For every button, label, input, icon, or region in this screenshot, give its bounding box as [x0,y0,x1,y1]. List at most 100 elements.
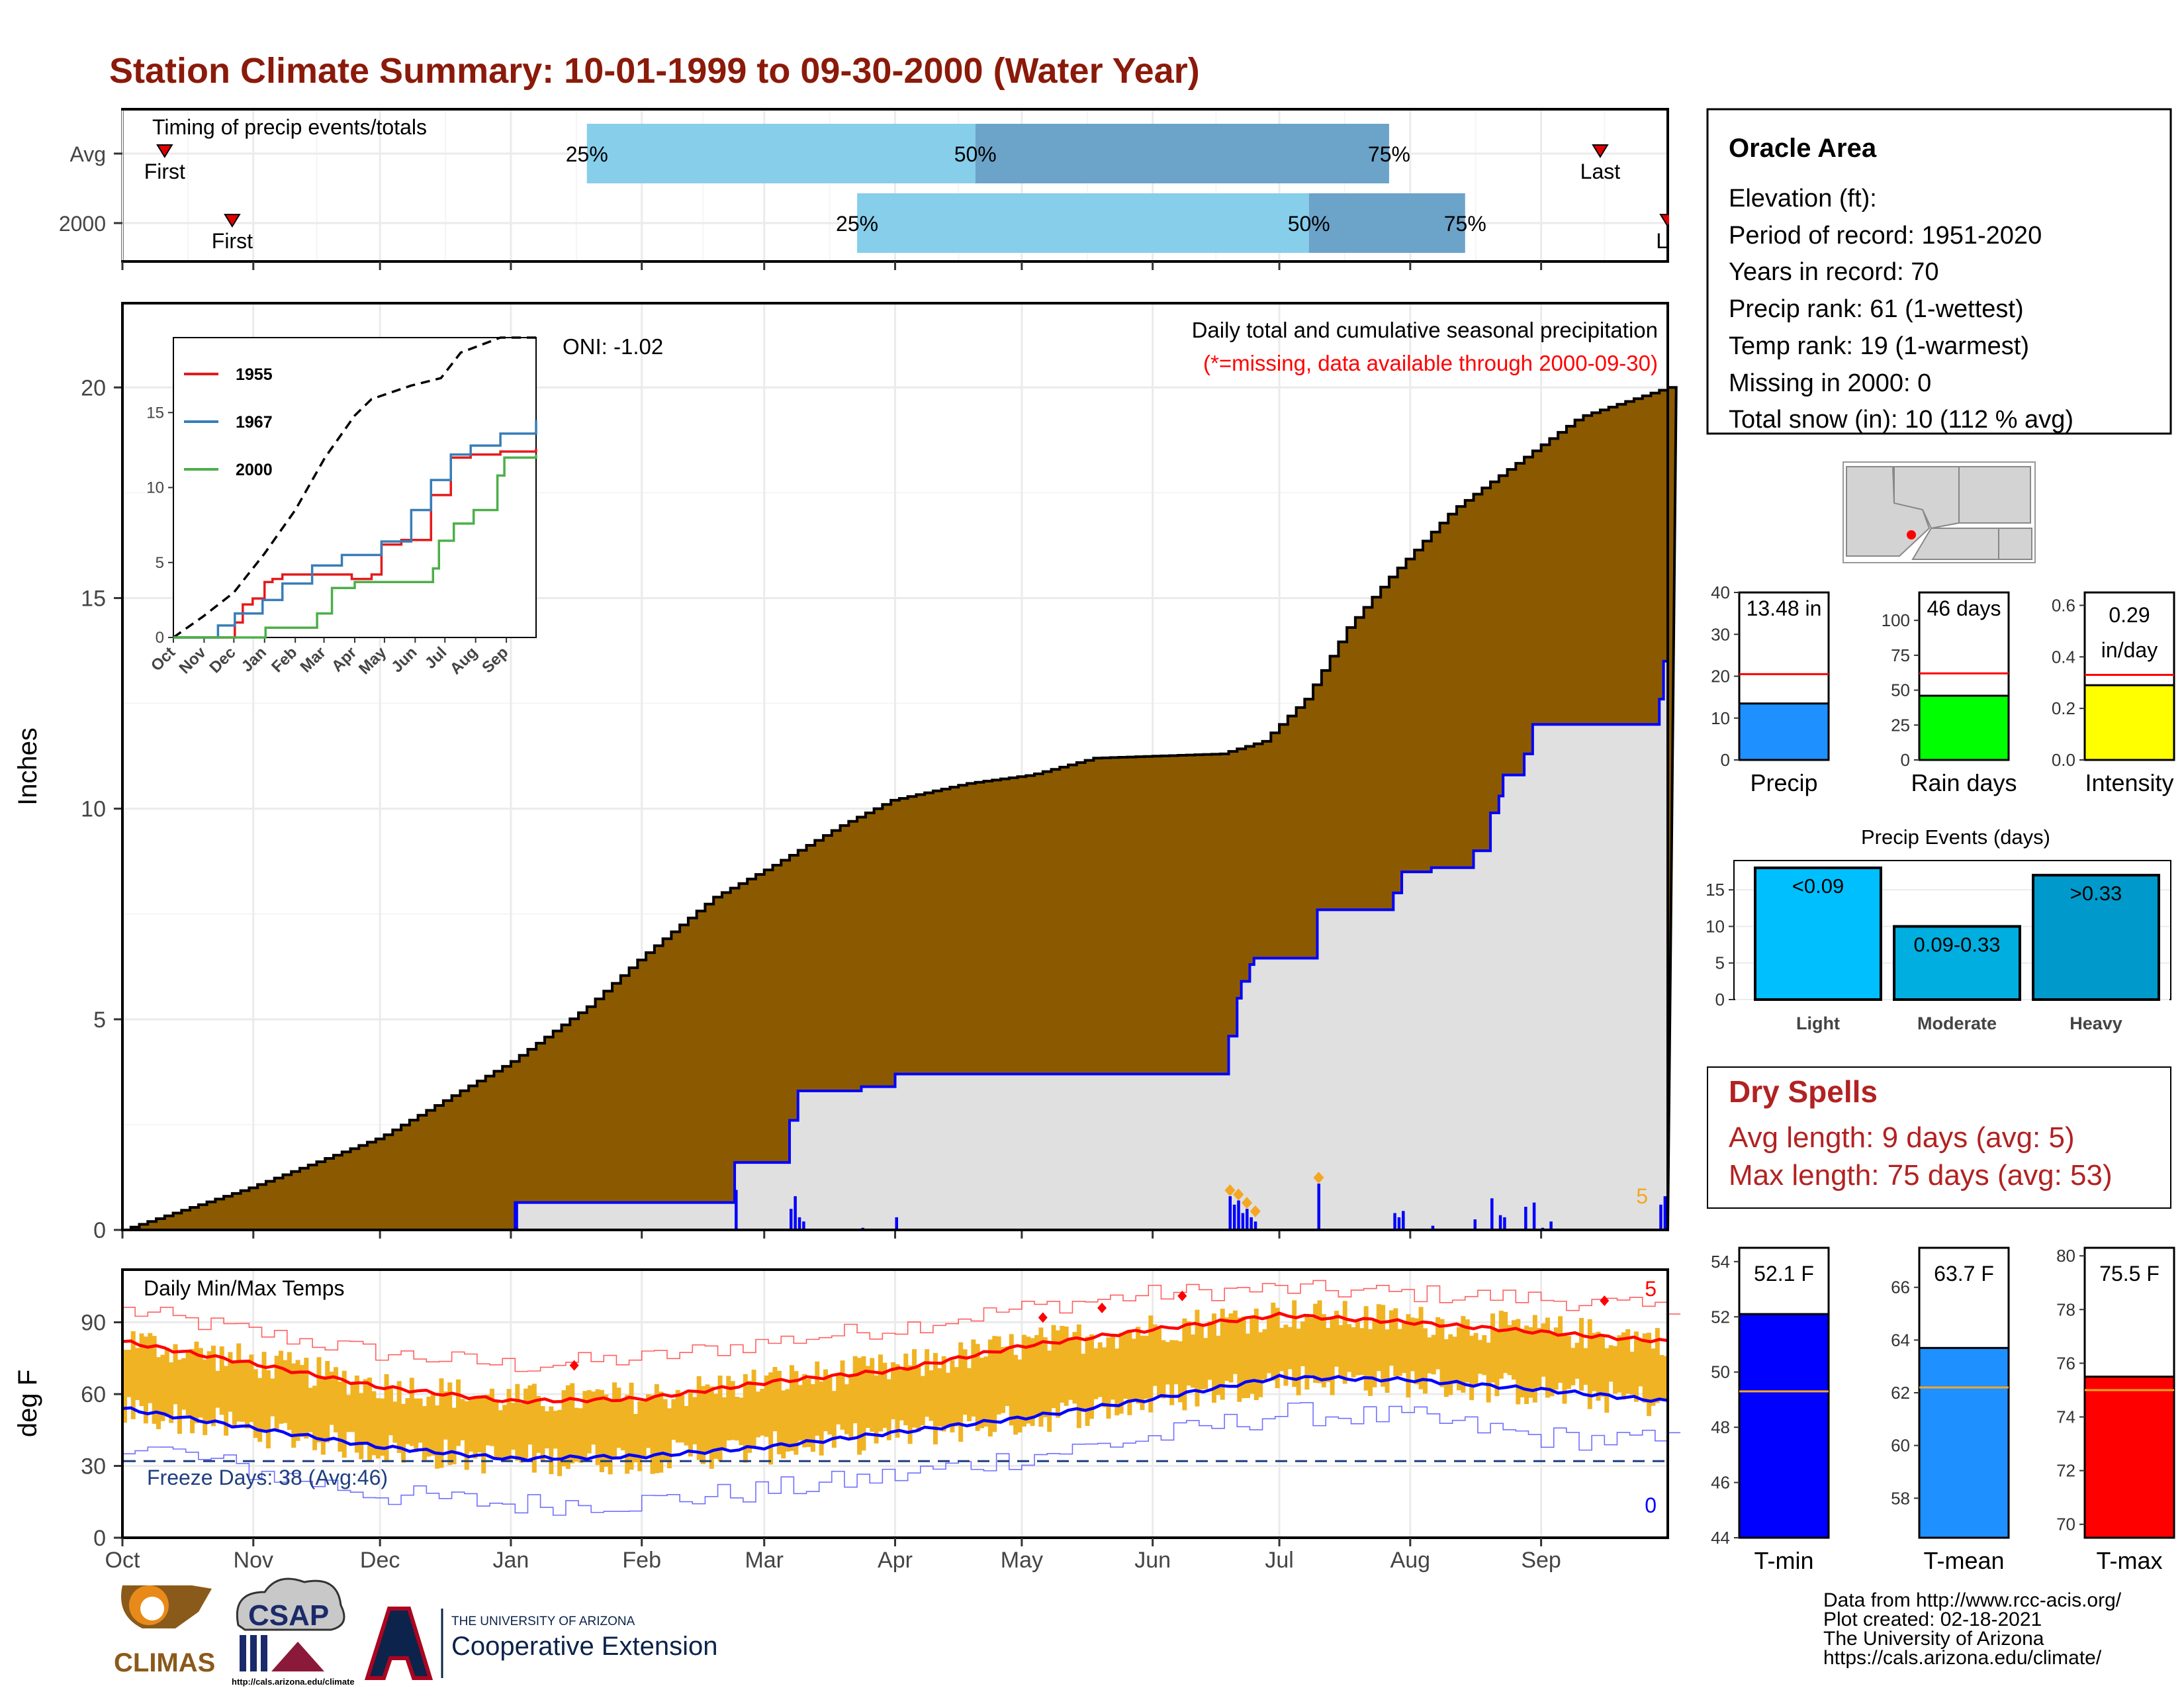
daily-temp-bar [1089,1334,1094,1419]
daily-temp-bar [224,1366,229,1436]
daily-temp-bar [1191,1335,1196,1388]
daily-temp-bar [916,1366,921,1432]
daily-temp-bar [1283,1325,1289,1386]
stat-panel-bar [1918,694,2010,761]
stat-panel-label: Intensity [2085,769,2173,796]
daily-temp-bar [359,1393,364,1460]
daily-temp-bar [806,1379,811,1448]
daily-temp-bar [1574,1342,1580,1379]
daily-temp-bar [1102,1347,1107,1407]
daily-temp-bar [1633,1331,1639,1402]
daily-temp-bar [604,1394,609,1467]
inset-series-1955 [173,448,537,639]
daily-temp-bar [540,1406,545,1462]
daily-temp-bar [1342,1301,1347,1384]
daily-temp-bar [1647,1333,1652,1417]
daily-temp-bar [1422,1328,1428,1394]
daily-precip-bar [515,1202,518,1230]
daily-temp-bar [1017,1359,1023,1432]
daily-temp-bar [333,1367,338,1432]
daily-temp-bar [380,1398,385,1456]
daily-temp-bar [1516,1319,1521,1405]
csap-url: http://cals.arizona.edu/climate [232,1677,355,1687]
daily-precip-bar [1431,1225,1435,1230]
daily-temp-bar [139,1333,144,1407]
daily-temp-bar [148,1333,153,1403]
daily-precip-bar [1549,1221,1553,1230]
daily-temp-bar [1131,1338,1136,1401]
station-elevation: Elevation (ft): [1729,185,1877,212]
daily-temp-bar [654,1383,659,1474]
daily-temp-bar [312,1385,318,1450]
precip-caption-missing: (*=missing, data available through 2000-… [1203,351,1658,375]
daily-temp-bar [625,1395,630,1474]
daily-temp-bar [684,1405,689,1446]
daily-temp-bar [1005,1346,1010,1407]
daily-temp-bar [646,1394,651,1448]
daily-temp-bar [844,1384,849,1434]
month-label: Feb [622,1548,661,1573]
daily-temp-bar [1026,1336,1031,1424]
daily-temp-bar [1279,1327,1285,1372]
temp-stat-ytick-label: 74 [2056,1407,2075,1427]
stat-panel-label: Rain days [1911,769,2017,796]
stat-ytick-label: 100 [1882,610,1910,630]
daily-temp-bar [755,1391,760,1438]
record-high-marker [1600,1295,1610,1307]
daily-temp-bar [848,1374,854,1440]
daily-temp-bar [1659,1354,1664,1399]
temp-stat-bar [2083,1376,2175,1539]
daily-temp-bar [1486,1342,1491,1403]
month-axis: Oct Nov Dec Jan Feb Mar Apr May Jun Jul Aug Sep [105,1538,1561,1573]
daily-temp-bar [768,1372,774,1465]
daily-precip-bar [1232,1204,1236,1230]
inset-legend-label: 1967 [236,413,273,432]
main-ytick-label: 10 [81,797,106,822]
month-label: May [1001,1548,1043,1573]
daily-temp-bar [1106,1337,1111,1419]
dry-spells-box: Dry Spells Avg length: 9 days (avg: 5) M… [1707,1066,2171,1209]
daily-temp-bar [1262,1329,1267,1380]
daily-temp-bar [130,1331,136,1419]
timing-pct-label: 25% [836,212,878,236]
daily-temp-bar [1655,1328,1660,1403]
daily-temp-bar [456,1379,461,1446]
daily-temp-bar [958,1342,964,1442]
daily-temp-bar [870,1358,875,1432]
temp-panel: 0 30 60 90 deg F Daily Min/Max Temps Freeze… [13,1268,1681,1551]
daily-temp-bar [494,1402,499,1460]
daily-temp-bar [1021,1335,1026,1427]
heavy-precip-marker [1224,1184,1236,1197]
record-max-line [122,1280,1681,1372]
csap-logo-text: CSAP [248,1599,329,1632]
daily-temp-bar [1553,1327,1559,1390]
daily-temp-bar [591,1391,596,1445]
temp-stat-label: T-max [2096,1547,2162,1574]
temp-ytick-label: 90 [81,1311,106,1336]
daily-temp-bar [1173,1340,1179,1385]
stat-ytick-label: 25 [1891,715,1910,735]
events-bar-label: >0.33 [2070,882,2122,905]
daily-temp-bar [629,1382,634,1470]
daily-temp-bar [422,1406,427,1460]
daily-temp-bar [1338,1325,1343,1378]
daily-precip-bar [1473,1219,1477,1230]
credit-university: The University of Arizona [1823,1628,2044,1650]
daily-temp-bar [1009,1334,1014,1426]
daily-temp-bar [122,1350,127,1423]
daily-temp-bar [794,1371,799,1455]
events-bar [1754,867,1882,1001]
daily-temp-bar [240,1360,246,1422]
daily-temp-bar [1068,1337,1073,1400]
daily-temp-bar [160,1354,165,1421]
temp-stat-value: 63.7 F [1934,1262,1994,1286]
daily-temp-bar [1355,1321,1360,1376]
daily-temp-bar [477,1397,482,1453]
dry-spells-title: Dry Spells [1729,1074,1878,1109]
month-label: Aug [1390,1548,1431,1573]
daily-temp-bar [1216,1335,1221,1395]
temp-ytick-label: 60 [81,1382,106,1407]
daily-temp-bar [747,1381,752,1453]
station-temp-rank: Temp rank: 19 (1-warmest) [1729,332,2029,360]
